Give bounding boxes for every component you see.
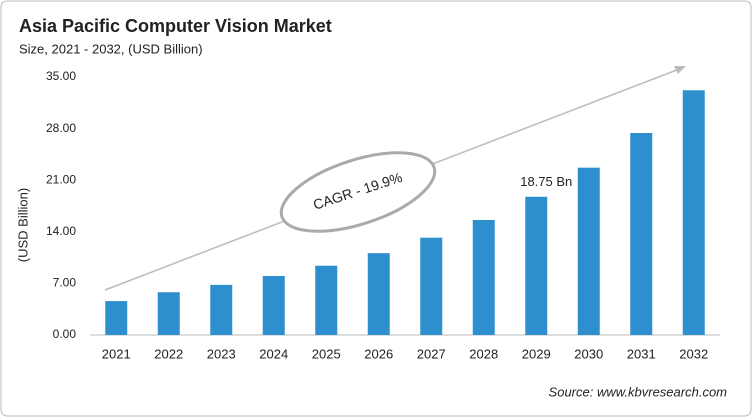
bar <box>682 90 705 335</box>
bar <box>105 301 128 335</box>
y-axis-label: (USD Billion) <box>15 188 30 262</box>
x-tick-label: 2031 <box>627 346 656 361</box>
y-tick-label: 21.00 <box>46 172 76 186</box>
x-tick-label: 2022 <box>154 346 183 361</box>
x-tick-label: 2023 <box>207 346 236 361</box>
bar <box>210 284 233 335</box>
y-tick-label: 0.00 <box>53 327 77 341</box>
bar <box>315 265 338 335</box>
bar <box>630 133 653 335</box>
bar <box>420 237 443 335</box>
x-tick-label: 2028 <box>469 346 498 361</box>
bar <box>157 292 180 335</box>
bar <box>525 196 548 335</box>
x-tick-label: 2030 <box>574 346 603 361</box>
x-tick-label: 2024 <box>259 346 288 361</box>
source: Source: www.kbvresearch.com <box>549 384 728 399</box>
bar <box>472 220 495 335</box>
chart-subtitle: Size, 2021 - 2032, (USD Billion) <box>19 41 203 56</box>
chart-title: Asia Pacific Computer Vision Market <box>19 16 332 36</box>
y-tick-label: 35.00 <box>46 69 76 83</box>
bar <box>367 253 390 335</box>
x-tick-label: 2032 <box>679 346 708 361</box>
arrow-head <box>674 66 686 74</box>
y-tick-label: 7.00 <box>53 276 77 290</box>
cagr-ellipse <box>279 151 437 233</box>
x-tick-label: 2025 <box>312 346 341 361</box>
x-tick-label: 2027 <box>417 346 446 361</box>
y-tick-label: 14.00 <box>46 224 76 238</box>
x-tick-label: 2021 <box>102 346 131 361</box>
x-tick-label: 2029 <box>522 346 551 361</box>
bar <box>262 276 285 335</box>
data-label: 18.75 Bn <box>520 174 572 189</box>
x-tick-label: 2026 <box>364 346 393 361</box>
y-tick-label: 28.00 <box>46 121 76 135</box>
bar <box>577 167 600 335</box>
